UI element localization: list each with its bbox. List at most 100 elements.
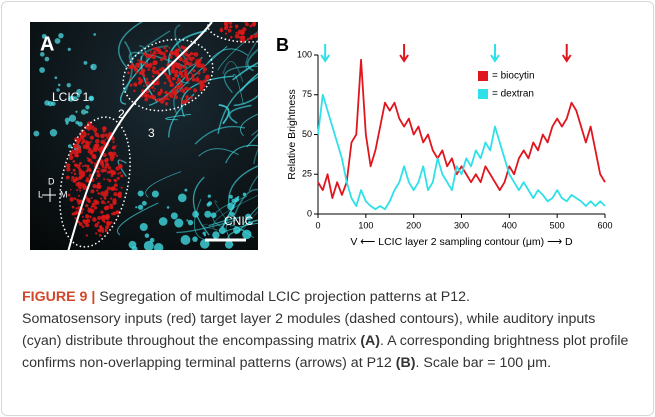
cyan-fiber [233, 94, 258, 107]
red-terminal [145, 77, 149, 81]
cyan-fiber [248, 174, 258, 191]
red-terminal [97, 147, 103, 152]
cyan-cell [70, 95, 76, 101]
micrograph-label: 3 [148, 126, 155, 140]
red-terminal [90, 205, 93, 209]
red-terminal [116, 210, 121, 215]
red-terminal [88, 125, 92, 130]
red-terminal [129, 83, 133, 87]
red-terminal [70, 171, 73, 174]
arrow [399, 44, 409, 63]
red-terminal [259, 28, 261, 30]
cyan-cell [41, 33, 47, 39]
cyan-cell [227, 202, 235, 211]
red-terminal [78, 149, 82, 154]
cyan-fiber [217, 31, 258, 71]
red-terminal [224, 32, 228, 35]
red-terminal [184, 56, 187, 59]
red-terminal [116, 176, 120, 180]
red-terminal [90, 140, 92, 143]
red-terminal [77, 201, 81, 205]
red-terminal [65, 175, 70, 180]
red-terminal [260, 33, 264, 37]
y-tick-label: 25 [302, 169, 312, 179]
red-terminal [181, 88, 186, 93]
cyan-fiber [246, 133, 258, 148]
cyan-cell [192, 236, 198, 242]
red-terminal [180, 97, 183, 100]
red-terminal [106, 170, 110, 174]
red-terminal [88, 148, 92, 151]
red-terminal [97, 192, 101, 195]
cyan-cell [51, 101, 56, 107]
red-terminal [178, 89, 182, 92]
cyan-fiber [118, 22, 144, 69]
cyan-fiber [177, 62, 198, 84]
red-terminal [168, 46, 171, 49]
red-terminal [152, 66, 156, 70]
red-terminal [107, 200, 110, 204]
red-terminal [74, 217, 77, 220]
cyan-cell [93, 33, 96, 36]
red-terminal [97, 229, 100, 232]
micrograph-label: LCIC 1 [52, 90, 90, 104]
red-terminal [106, 178, 109, 181]
red-terminal [85, 223, 90, 228]
red-terminal [197, 61, 202, 66]
red-terminal [179, 65, 184, 69]
red-terminal [104, 189, 109, 195]
red-terminal [100, 161, 105, 166]
red-terminal [73, 172, 77, 176]
red-terminal [176, 85, 179, 89]
red-terminal [142, 61, 146, 65]
red-terminal [153, 47, 156, 49]
caption: FIGURE 9 | Segregation of multimodal LCI… [22, 286, 637, 374]
micrograph-bg [30, 22, 258, 250]
x-tick-label: 500 [550, 220, 565, 230]
red-terminal [97, 135, 100, 138]
cyan-cell [67, 47, 71, 52]
red-terminal [73, 211, 78, 216]
cyan-cell [143, 240, 154, 250]
micrograph-label: D [48, 176, 55, 186]
red-terminal [102, 152, 107, 158]
cyan-cell [187, 219, 194, 226]
red-terminal [78, 185, 82, 190]
data-line [317, 58, 606, 199]
red-terminal [236, 19, 238, 21]
red-terminal [95, 177, 98, 180]
red-terminal [104, 202, 107, 205]
red-terminal [86, 164, 90, 168]
cyan-cell [137, 190, 144, 197]
red-terminal [185, 57, 187, 60]
cyan-fiber [218, 104, 230, 125]
red-terminal [228, 22, 233, 25]
red-terminal [189, 51, 194, 56]
red-terminal [147, 63, 153, 69]
red-terminal [79, 199, 83, 203]
red-terminal [144, 65, 147, 68]
red-terminal [104, 228, 107, 231]
red-terminal [186, 87, 189, 89]
caption-label: FIGURE 9 | [22, 289, 96, 305]
red-terminal [189, 96, 193, 99]
red-terminal [176, 64, 179, 67]
red-terminal [81, 215, 84, 218]
cyan-cell [180, 235, 191, 245]
red-terminal [115, 154, 119, 157]
red-terminal [192, 69, 196, 73]
red-terminal [95, 185, 100, 189]
cyan-cell [224, 240, 234, 249]
cyan-cell [247, 220, 252, 224]
red-terminal [193, 57, 196, 60]
caption-run: Somatosensory inputs (red) target layer … [22, 311, 596, 349]
cyan-cell [153, 242, 164, 250]
micrograph-label: CNIC [224, 214, 254, 228]
red-terminal [95, 232, 98, 235]
red-terminal [202, 71, 205, 74]
red-terminal [73, 160, 76, 163]
figure: A LCIC 1 2 3 CNIC DL M B Relative Brightness V ⟵… [30, 19, 613, 250]
cyan-cell [144, 233, 150, 238]
x-axis-label: V ⟵ LCIC layer 2 sampling contour (μm) ⟶… [350, 236, 573, 248]
micrograph-label: L [38, 189, 43, 199]
